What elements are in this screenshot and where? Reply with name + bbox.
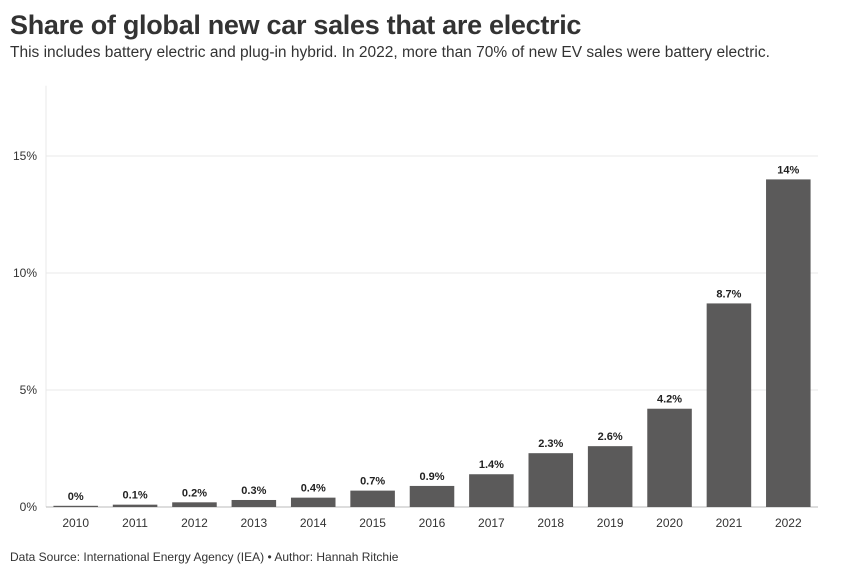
data-labels: 0% 0.1% 0.2% 0.3% 0.4% 0.7% 0.9% 1.4% 2.3% 2.6% 4.… [68,164,800,502]
bar [469,474,514,507]
chart-footer: Data Source: International Energy Agency… [10,550,399,564]
y-tick-label: 5% [20,383,38,397]
x-tick-label: 2021 [716,516,743,530]
x-tick-label: 2016 [419,516,446,530]
bar-value-label: 2.6% [598,431,623,443]
x-tick-label: 2013 [240,516,267,530]
bar [290,497,336,507]
bar-value-label: 14% [777,164,799,176]
bar-value-label: 8.7% [716,288,741,300]
x-tick-label: 2014 [300,516,327,530]
bar [587,446,633,507]
y-tick-label: 15% [13,149,37,163]
x-tick-label: 2011 [122,516,148,530]
bar-value-label: 0.2% [182,487,207,499]
bar-value-label: 0.7% [360,476,385,488]
bar [706,303,752,507]
x-tick-label: 2020 [656,516,683,530]
chart-title: Share of global new car sales that are e… [10,10,582,40]
bar-value-label: 0% [68,491,84,503]
x-tick-label: 2012 [181,516,208,530]
y-axis-ticks: 0% 5% 10% 15% [13,149,37,514]
x-tick-label: 2010 [62,516,89,530]
y-tick-label: 10% [13,266,37,280]
bar-value-label: 1.4% [479,459,504,471]
bar-value-label: 2.3% [538,438,563,450]
bar-value-label: 0.9% [419,471,444,483]
chart-subtitle: This includes battery electric and plug-… [10,44,770,61]
x-axis-ticks: 2010 2011 2012 2013 2014 2015 2016 2017 2018 2019… [62,516,802,530]
x-tick-label: 2015 [359,516,386,530]
bar [528,453,574,507]
bar [172,502,217,507]
bar [53,505,98,507]
bar-value-label: 0.4% [301,483,326,495]
bar [350,490,395,507]
x-tick-label: 2017 [478,516,505,530]
bars [53,179,811,507]
gridlines [45,85,818,508]
bar [647,408,692,507]
bar-value-label: 0.3% [241,485,266,497]
x-tick-label: 2022 [775,516,802,530]
bar-value-label: 0.1% [123,490,148,502]
bar [231,499,277,507]
y-tick-label: 0% [20,500,38,514]
x-tick-label: 2019 [597,516,624,530]
bar [766,179,811,507]
x-tick-label: 2018 [537,516,564,530]
bar-value-label: 4.2% [657,394,682,406]
bar [112,504,158,507]
bar [409,485,455,507]
